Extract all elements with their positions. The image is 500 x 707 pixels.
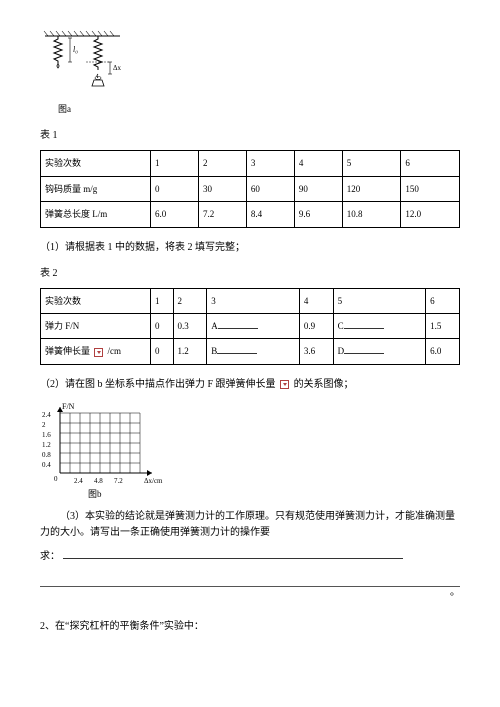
svg-text:2.4: 2.4 xyxy=(74,477,83,485)
cell: 5 xyxy=(342,151,401,176)
row-header: 实验次数 xyxy=(41,288,151,313)
svg-text:l₀: l₀ xyxy=(73,45,78,54)
svg-text:1.2: 1.2 xyxy=(42,441,51,449)
figure-a-caption: 图a xyxy=(58,102,460,116)
row-header: 弹簧伸长量 /cm xyxy=(41,339,151,364)
figure-a: l₀ Δx 图a xyxy=(40,30,460,116)
svg-text:7.2: 7.2 xyxy=(114,477,123,485)
question-3-cont: 求： xyxy=(40,549,460,565)
table-2: 实验次数 1 2 3 4 5 6 弹力 F/N 0 0.3 A 0.9 C 1.… xyxy=(40,288,460,365)
figure-b: F/N 2.4 2 1.6 1.2 0.8 0.4 0 xyxy=(40,401,460,501)
period: 。 xyxy=(40,585,460,601)
cell: 60 xyxy=(246,176,294,201)
svg-text:0: 0 xyxy=(54,475,58,483)
svg-text:4.8: 4.8 xyxy=(94,477,103,485)
blank-C xyxy=(344,319,384,329)
cell: 0.9 xyxy=(299,313,333,338)
figure-b-caption: 图b xyxy=(88,489,102,499)
cell[interactable]: A xyxy=(207,313,300,338)
cell: 4 xyxy=(299,288,333,313)
x-axis-label: Δx/cm xyxy=(144,477,163,485)
cell: 3 xyxy=(246,151,294,176)
svg-text:0.4: 0.4 xyxy=(42,461,51,469)
dropdown-icon[interactable] xyxy=(280,380,289,389)
svg-text:0.8: 0.8 xyxy=(42,451,51,459)
svg-text:2.4: 2.4 xyxy=(42,411,51,419)
table-row: 实验次数 1 2 3 4 5 6 xyxy=(41,151,460,176)
cell: 0 xyxy=(151,176,199,201)
svg-text:Δx: Δx xyxy=(113,64,122,72)
cell[interactable]: B xyxy=(207,339,300,364)
cell: 2 xyxy=(198,151,246,176)
cell: 150 xyxy=(401,176,460,201)
cell[interactable]: D xyxy=(333,339,426,364)
dropdown-icon[interactable] xyxy=(94,348,103,357)
cell: 90 xyxy=(294,176,342,201)
cell: 12.0 xyxy=(401,202,460,227)
cell: 0.3 xyxy=(173,313,207,338)
table-row: 钩码质量 m/g 0 30 60 90 120 150 xyxy=(41,176,460,201)
question-3: （3）本实验的结论就是弹簧测力计的工作原理。只有规范使用弹簧测力计，才能准确测量… xyxy=(40,509,460,541)
svg-text:2: 2 xyxy=(42,421,46,429)
answer-blank[interactable] xyxy=(63,549,403,559)
question-1: （1）请根据表 1 中的数据，将表 2 填写完整； xyxy=(40,240,460,256)
cell: 0 xyxy=(151,313,174,338)
y-axis-label: F/N xyxy=(62,402,75,411)
question-2: （2）请在图 b 坐标系中描点作出弹力 F 跟弹簧伸长量 的关系图像； xyxy=(40,377,460,393)
cell: 30 xyxy=(198,176,246,201)
cell: 120 xyxy=(342,176,401,201)
question-4: 2、在“探究杠杆的平衡条件”实验中： xyxy=(40,619,460,635)
table-row: 弹簧总长度 L/m 6.0 7.2 8.4 9.6 10.8 12.0 xyxy=(41,202,460,227)
cell: 7.2 xyxy=(198,202,246,227)
blank-A xyxy=(218,319,258,329)
cell: 6.0 xyxy=(151,202,199,227)
cell: 1.5 xyxy=(426,313,460,338)
cell: 0 xyxy=(151,339,174,364)
cell: 6 xyxy=(401,151,460,176)
blank-B xyxy=(217,344,257,354)
cell: 1 xyxy=(151,288,174,313)
table-row: 实验次数 1 2 3 4 5 6 xyxy=(41,288,460,313)
cell: 1.2 xyxy=(173,339,207,364)
row-header: 实验次数 xyxy=(41,151,151,176)
cell[interactable]: C xyxy=(333,313,426,338)
cell: 8.4 xyxy=(246,202,294,227)
cell: 6.0 xyxy=(426,339,460,364)
table-1: 实验次数 1 2 3 4 5 6 钩码质量 m/g 0 30 60 90 120… xyxy=(40,150,460,227)
cell: 2 xyxy=(173,288,207,313)
cell: 3 xyxy=(207,288,300,313)
table2-caption: 表 2 xyxy=(40,266,460,282)
cell: 10.8 xyxy=(342,202,401,227)
blank-D xyxy=(344,344,384,354)
cell: 4 xyxy=(294,151,342,176)
cell: 6 xyxy=(426,288,460,313)
row-header: 弹簧总长度 L/m xyxy=(41,202,151,227)
table1-caption: 表 1 xyxy=(40,128,460,144)
cell: 5 xyxy=(333,288,426,313)
table-row: 弹力 F/N 0 0.3 A 0.9 C 1.5 xyxy=(41,313,460,338)
cell: 1 xyxy=(151,151,199,176)
svg-text:1.6: 1.6 xyxy=(42,431,51,439)
cell: 3.6 xyxy=(299,339,333,364)
row-header: 弹力 F/N xyxy=(41,313,151,338)
cell: 9.6 xyxy=(294,202,342,227)
table-row: 弹簧伸长量 /cm 0 1.2 B 3.6 D 6.0 xyxy=(41,339,460,364)
row-header: 钩码质量 m/g xyxy=(41,176,151,201)
